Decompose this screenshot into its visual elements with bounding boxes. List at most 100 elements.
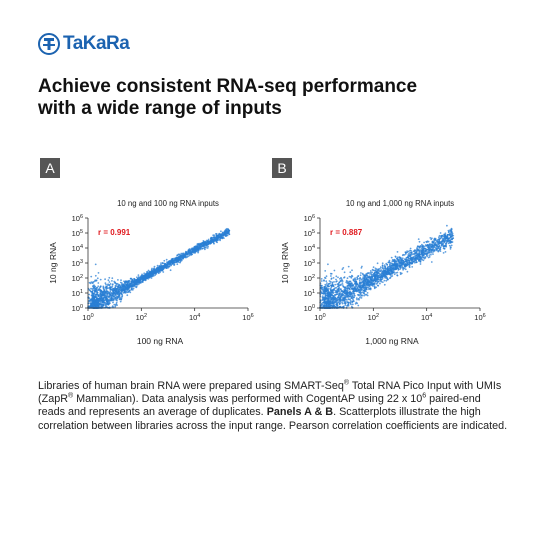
scatter-point bbox=[429, 251, 431, 254]
scatter-point bbox=[408, 266, 411, 269]
scatter-point bbox=[102, 285, 105, 288]
scatter-point bbox=[390, 275, 393, 277]
scatter-point bbox=[429, 244, 431, 247]
scatter-point bbox=[97, 294, 100, 297]
scatter-point bbox=[360, 278, 363, 281]
scatter-point bbox=[327, 291, 329, 293]
scatter-point bbox=[417, 248, 420, 251]
scatter-point bbox=[389, 268, 392, 271]
scatter-point bbox=[94, 280, 96, 282]
scatter-point bbox=[451, 237, 454, 239]
scatter-point bbox=[182, 252, 185, 255]
scatter-point bbox=[141, 280, 144, 283]
scatter-point bbox=[341, 284, 344, 286]
scatter-point bbox=[154, 272, 157, 275]
scatter-point bbox=[97, 282, 100, 284]
scatter-point bbox=[321, 295, 324, 297]
scatter-point bbox=[99, 289, 102, 292]
scatter-point bbox=[369, 271, 372, 274]
scatter-point bbox=[132, 284, 134, 287]
scatter-point bbox=[407, 256, 409, 259]
scatter-point bbox=[168, 265, 171, 268]
scatter-point bbox=[406, 270, 409, 273]
scatter-point bbox=[211, 236, 213, 239]
y-tick-label: 103 bbox=[304, 259, 315, 268]
scatter-point bbox=[384, 267, 387, 270]
scatter-point bbox=[348, 287, 351, 290]
scatter-point bbox=[352, 292, 354, 294]
scatter-point bbox=[356, 287, 359, 289]
scatter-point bbox=[116, 285, 119, 288]
scatter-point bbox=[129, 277, 132, 280]
scatter-point bbox=[115, 303, 118, 306]
scatter-point bbox=[91, 299, 94, 301]
scatter-point bbox=[101, 291, 104, 294]
scatter-point bbox=[392, 271, 395, 274]
scatter-point bbox=[351, 282, 353, 285]
scatter-point bbox=[98, 294, 101, 296]
scatter-point bbox=[410, 253, 413, 256]
scatter-point bbox=[333, 281, 335, 283]
scatter-point bbox=[415, 254, 417, 257]
scatter-point bbox=[344, 296, 347, 298]
panel-a-label: A bbox=[40, 158, 60, 178]
scatter-point bbox=[406, 251, 409, 254]
scatter-point bbox=[148, 274, 151, 276]
scatter-point bbox=[136, 276, 138, 279]
scatter-point bbox=[333, 294, 336, 296]
scatter-point bbox=[191, 249, 194, 252]
scatter-point bbox=[333, 300, 336, 303]
scatter-point bbox=[329, 289, 332, 291]
scatter-point bbox=[341, 280, 344, 282]
scatter-point bbox=[212, 234, 215, 237]
scatter-point bbox=[415, 261, 418, 264]
scatter-point bbox=[437, 243, 440, 245]
y-tick-label: 105 bbox=[304, 229, 315, 238]
scatter-point bbox=[405, 258, 407, 261]
scatter-point bbox=[348, 298, 350, 301]
scatter-point bbox=[393, 273, 396, 276]
scatter-point bbox=[115, 282, 117, 285]
panel-b: B 10 ng and 1,000 ng RNA inputs 100 102 104… bbox=[268, 158, 502, 358]
y-tick-label: 103 bbox=[72, 259, 83, 268]
scatter-point bbox=[189, 251, 192, 254]
scatter-point bbox=[326, 304, 328, 307]
scatter-point bbox=[445, 244, 447, 247]
scatter-point bbox=[333, 269, 336, 272]
scatter-point bbox=[383, 283, 386, 286]
scatter-point bbox=[212, 242, 215, 244]
scatter-point bbox=[448, 244, 451, 247]
scatter-point bbox=[163, 259, 166, 262]
scatter-point bbox=[435, 245, 438, 248]
scatter-point bbox=[328, 297, 331, 300]
scatter-point bbox=[388, 259, 391, 262]
scatter-point bbox=[112, 287, 115, 290]
scatter-point bbox=[441, 237, 444, 240]
scatter-point bbox=[105, 292, 108, 294]
scatter-point bbox=[382, 272, 384, 275]
scatter-point bbox=[430, 253, 432, 256]
scatter-point bbox=[338, 298, 341, 301]
scatter-point bbox=[135, 285, 138, 288]
scatter-point bbox=[179, 258, 182, 260]
scatter-point bbox=[341, 294, 343, 297]
scatter-point bbox=[97, 289, 100, 291]
scatter-point bbox=[375, 270, 377, 273]
scatter-point bbox=[324, 270, 327, 272]
scatter-point bbox=[324, 287, 326, 290]
scatter-point bbox=[142, 275, 145, 278]
scatter-point bbox=[372, 266, 375, 269]
scatter-point bbox=[352, 300, 355, 303]
scatter-point bbox=[99, 301, 102, 304]
scatter-point bbox=[93, 292, 96, 294]
scatter-point bbox=[152, 274, 155, 276]
scatter-point bbox=[320, 290, 322, 293]
scatter-point bbox=[110, 288, 113, 291]
scatter-point bbox=[414, 259, 417, 261]
scatter-point bbox=[105, 287, 108, 289]
scatter-point bbox=[410, 252, 413, 254]
scatter-point bbox=[321, 292, 324, 295]
scatter-point bbox=[219, 234, 222, 236]
scatter-point bbox=[410, 260, 413, 262]
scatter-point bbox=[369, 273, 371, 275]
